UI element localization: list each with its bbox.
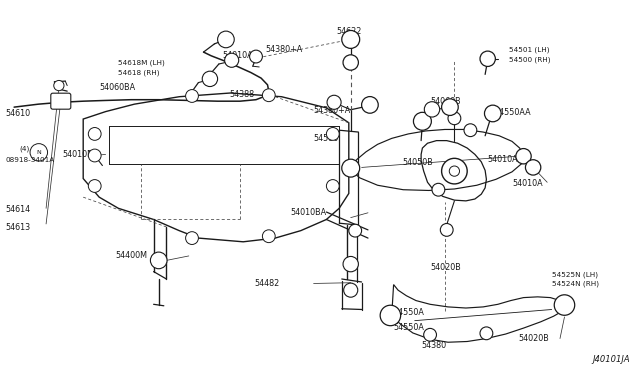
Ellipse shape <box>448 112 461 125</box>
Ellipse shape <box>362 97 378 113</box>
Text: 54613: 54613 <box>5 223 30 232</box>
Ellipse shape <box>150 252 167 269</box>
Ellipse shape <box>380 305 401 326</box>
Text: 54380+A: 54380+A <box>314 106 351 115</box>
Text: 54618 (RH): 54618 (RH) <box>118 69 160 76</box>
Ellipse shape <box>327 95 341 109</box>
Ellipse shape <box>516 148 531 164</box>
Ellipse shape <box>440 224 453 236</box>
Ellipse shape <box>225 53 239 67</box>
Ellipse shape <box>554 295 575 315</box>
Ellipse shape <box>326 128 339 140</box>
Text: 54580: 54580 <box>314 134 339 143</box>
Text: 54618M (LH): 54618M (LH) <box>118 59 165 66</box>
Ellipse shape <box>480 327 493 340</box>
Text: 54524N (RH): 54524N (RH) <box>552 280 598 287</box>
Text: 54614: 54614 <box>5 205 30 214</box>
Ellipse shape <box>250 50 262 63</box>
Ellipse shape <box>342 31 360 48</box>
Ellipse shape <box>349 224 362 237</box>
Text: 54525N (LH): 54525N (LH) <box>552 271 598 278</box>
Text: 54020B: 54020B <box>518 334 549 343</box>
Ellipse shape <box>413 112 431 130</box>
Text: 54400M: 54400M <box>115 251 147 260</box>
Text: 54010AA: 54010AA <box>223 51 259 60</box>
Ellipse shape <box>424 328 436 341</box>
Ellipse shape <box>343 256 358 272</box>
Text: J40101JA: J40101JA <box>593 355 630 364</box>
Text: 54060B: 54060B <box>430 97 461 106</box>
Text: 08918-3401A: 08918-3401A <box>5 157 54 163</box>
Ellipse shape <box>424 102 440 117</box>
Text: 54482: 54482 <box>255 279 280 288</box>
Ellipse shape <box>262 89 275 102</box>
Text: 54050B: 54050B <box>402 158 433 167</box>
Ellipse shape <box>54 80 64 91</box>
Text: 54380+A: 54380+A <box>266 45 303 54</box>
Ellipse shape <box>88 149 101 162</box>
Text: 54550A: 54550A <box>393 308 424 317</box>
FancyBboxPatch shape <box>51 93 71 109</box>
Text: 54550A: 54550A <box>393 323 424 332</box>
Ellipse shape <box>432 183 445 196</box>
Ellipse shape <box>480 51 495 67</box>
Ellipse shape <box>186 232 198 244</box>
Text: 54610: 54610 <box>5 109 30 118</box>
Text: 54501 (LH): 54501 (LH) <box>509 47 549 54</box>
Ellipse shape <box>202 71 218 87</box>
Ellipse shape <box>218 31 234 48</box>
Ellipse shape <box>484 105 501 122</box>
Text: 54010BA: 54010BA <box>63 150 99 159</box>
Text: 54060BA: 54060BA <box>99 83 135 92</box>
Text: 54388: 54388 <box>229 90 254 99</box>
Ellipse shape <box>449 166 460 176</box>
Ellipse shape <box>342 159 360 177</box>
Ellipse shape <box>88 128 101 140</box>
Text: 54550AA: 54550AA <box>494 108 531 117</box>
Text: 54622: 54622 <box>336 28 362 36</box>
Ellipse shape <box>186 90 198 102</box>
Ellipse shape <box>344 283 358 297</box>
Ellipse shape <box>464 124 477 137</box>
Ellipse shape <box>343 55 358 70</box>
Text: 54010A: 54010A <box>488 155 518 164</box>
Text: (4): (4) <box>19 145 29 152</box>
Text: 54380: 54380 <box>421 341 446 350</box>
Text: 54500 (RH): 54500 (RH) <box>509 56 550 63</box>
Text: N: N <box>36 150 41 155</box>
Ellipse shape <box>442 99 458 115</box>
Ellipse shape <box>262 230 275 243</box>
Text: 54020B: 54020B <box>430 263 461 272</box>
Text: 54010A: 54010A <box>512 179 543 187</box>
Text: 54010BA: 54010BA <box>291 208 326 217</box>
Ellipse shape <box>442 158 467 184</box>
Ellipse shape <box>525 160 541 175</box>
Ellipse shape <box>326 180 339 192</box>
Ellipse shape <box>88 180 101 192</box>
